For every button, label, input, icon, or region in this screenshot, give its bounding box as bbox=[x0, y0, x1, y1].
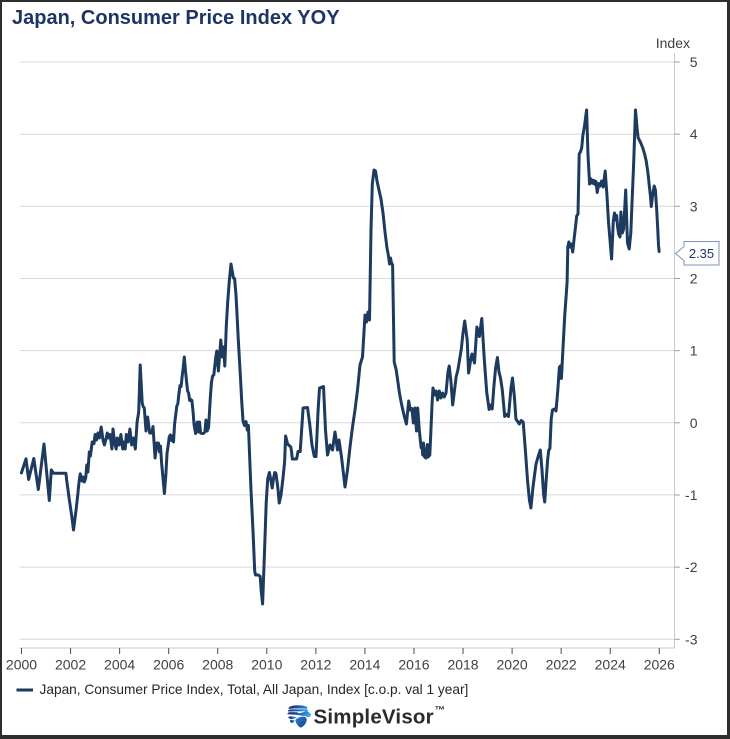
svg-text:2014: 2014 bbox=[349, 656, 380, 672]
svg-text:2002: 2002 bbox=[55, 656, 86, 672]
svg-text:3: 3 bbox=[690, 198, 698, 214]
svg-text:SimpleVisor: SimpleVisor bbox=[314, 706, 434, 729]
svg-text:2018: 2018 bbox=[447, 656, 478, 672]
svg-text:2008: 2008 bbox=[202, 656, 233, 672]
svg-text:2022: 2022 bbox=[546, 656, 577, 672]
svg-text:0: 0 bbox=[690, 415, 698, 431]
svg-text:2.35: 2.35 bbox=[689, 246, 714, 261]
svg-text:2: 2 bbox=[690, 270, 698, 286]
svg-text:2026: 2026 bbox=[644, 656, 675, 672]
svg-text:-2: -2 bbox=[685, 559, 698, 575]
svg-text:2006: 2006 bbox=[153, 656, 184, 672]
svg-text:2012: 2012 bbox=[300, 656, 331, 672]
svg-text:1: 1 bbox=[690, 343, 698, 359]
svg-text:Japan, Consumer Price Index, T: Japan, Consumer Price Index, Total, All … bbox=[40, 682, 469, 697]
svg-text:-1: -1 bbox=[685, 487, 698, 503]
svg-text:Index: Index bbox=[656, 35, 690, 51]
svg-text:-3: -3 bbox=[685, 631, 698, 647]
svg-text:2010: 2010 bbox=[251, 656, 282, 672]
svg-text:5: 5 bbox=[690, 54, 698, 70]
svg-text:2020: 2020 bbox=[497, 656, 528, 672]
svg-text:2000: 2000 bbox=[6, 656, 37, 672]
svg-text:2016: 2016 bbox=[398, 656, 429, 672]
svg-text:2004: 2004 bbox=[104, 656, 135, 672]
svg-text:4: 4 bbox=[690, 126, 698, 142]
svg-text:2024: 2024 bbox=[595, 656, 626, 672]
svg-text:™: ™ bbox=[435, 705, 446, 717]
